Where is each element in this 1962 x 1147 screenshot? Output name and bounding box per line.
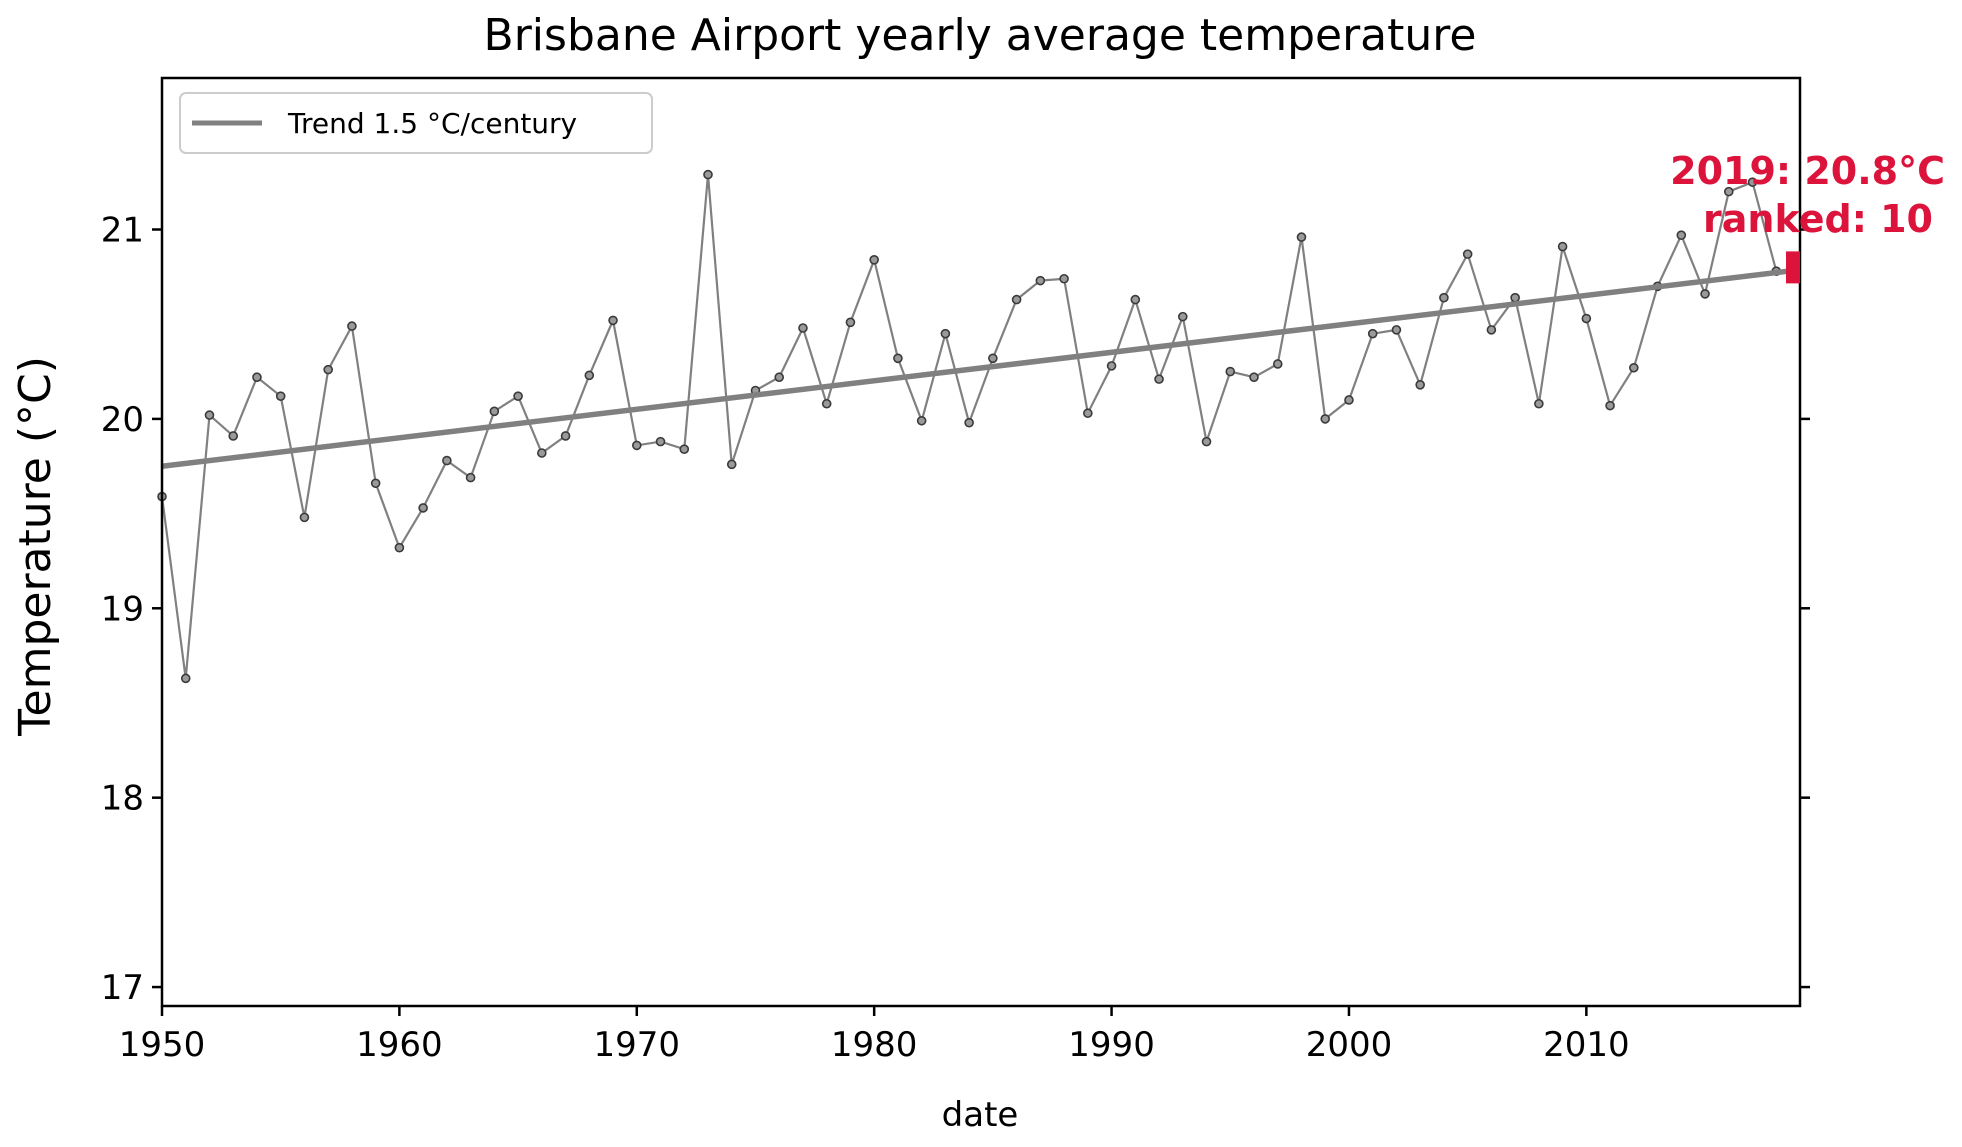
temperature-point [916, 415, 927, 426]
y-tick-label: 20 [101, 400, 144, 440]
annotation-marker [1786, 251, 1800, 284]
x-tick-label: 1990 [1068, 1025, 1155, 1065]
plot-area: 17 18 19 20 21 1950 1960 1970 1980 1990 2000 2010 [101, 76, 1810, 1065]
temperature-point [1486, 325, 1497, 335]
temperature-point [537, 448, 547, 458]
temperature-point [1059, 273, 1069, 284]
temperature-point [1296, 232, 1307, 242]
temperature-point [370, 478, 381, 489]
temperature-point [180, 673, 191, 684]
y-tick-label: 17 [101, 968, 144, 1008]
annotation-line1: 2019: 20.8°C [1670, 149, 1945, 193]
temperature-point [299, 512, 310, 523]
temperature-point [1581, 313, 1592, 324]
temperature-point [584, 370, 595, 381]
temperature-point [1154, 374, 1164, 384]
legend-box [179, 92, 653, 154]
temperature-point [1747, 177, 1758, 187]
x-axis-label: date [942, 1095, 1019, 1135]
temperature-point [1439, 292, 1449, 303]
temperature-point [489, 406, 500, 417]
temperature-point [1106, 361, 1117, 371]
temperature-point [893, 353, 903, 364]
temperature-point [442, 455, 452, 466]
x-tick-label: 1970 [594, 1025, 681, 1065]
temperature-point [1367, 328, 1378, 339]
temperature-point [1249, 372, 1259, 383]
temperature-point [703, 169, 713, 180]
temperature-point [726, 459, 737, 470]
temperature-point [252, 372, 262, 383]
temperature-point [988, 353, 998, 364]
temperature-point [655, 436, 666, 447]
temperature-point [1083, 408, 1093, 419]
temperature-point [394, 542, 405, 553]
temperature-point [228, 431, 239, 441]
y-tick-label: 18 [101, 779, 144, 819]
x-tick-label: 1980 [831, 1025, 918, 1065]
temperature-point [774, 372, 785, 383]
temperature-point [1676, 230, 1687, 240]
temperature-point [1201, 436, 1212, 447]
temperature-point [1035, 275, 1046, 286]
temperature-point [513, 391, 523, 401]
y-tick-label: 21 [101, 211, 144, 251]
y-axis-ticks: 17 18 19 20 21 [101, 211, 1810, 1008]
temperature-point [1177, 311, 1188, 322]
x-tick-label: 1960 [356, 1025, 443, 1065]
x-axis-ticks: 1950 1960 1970 1980 1990 2000 2010 [119, 1006, 1630, 1065]
temperature-point [1723, 186, 1734, 197]
temperature-point [1415, 380, 1425, 390]
temperature-point [418, 503, 428, 513]
temperature-point [845, 317, 856, 328]
legend-label-trend: Trend 1.5 °C/century [287, 107, 577, 140]
annotation-line2: ranked: 10 [1703, 197, 1933, 241]
temperature-point [1130, 294, 1141, 305]
trend-line [161, 268, 1789, 469]
temperature-point [821, 398, 832, 409]
temperature-point [608, 315, 618, 326]
x-tick-label: 2000 [1306, 1025, 1393, 1065]
temperature-point [1605, 400, 1615, 411]
y-axis-label: Temperature (°C) [10, 356, 61, 737]
temperature-point [323, 364, 333, 375]
annotation-2019: 2019: 20.8°C ranked: 10 [1670, 149, 1945, 284]
y-tick-label: 19 [101, 589, 144, 629]
temperature-point [1629, 362, 1639, 373]
temperature-point [1225, 366, 1236, 377]
legend: Trend 1.5 °C/century [179, 92, 653, 154]
temperature-point [1510, 292, 1520, 303]
temperature-point [869, 255, 879, 265]
temperature-point [1700, 289, 1710, 299]
x-tick-label: 1950 [119, 1025, 206, 1065]
temperature-point [1272, 359, 1283, 369]
series-layer [157, 169, 1789, 684]
temperature-point [798, 323, 808, 333]
temperature-point [204, 410, 215, 420]
chart-title: Brisbane Airport yearly average temperat… [484, 10, 1477, 61]
x-tick-label: 2010 [1543, 1025, 1630, 1065]
temperature-point [1557, 241, 1568, 252]
temperature-point [1011, 294, 1022, 305]
temperature-point [275, 391, 286, 401]
temperature-point [347, 321, 357, 331]
temperature-point [1462, 249, 1473, 259]
temperature-point [1391, 325, 1402, 335]
temperature-point [940, 328, 951, 339]
temperature-point [679, 444, 690, 455]
temperature-point [560, 431, 571, 441]
temperature-point [465, 472, 476, 483]
temperature-point [1320, 414, 1331, 424]
temperature-point [964, 417, 974, 428]
plot-frame [160, 76, 1802, 1008]
temperature-point [1534, 398, 1544, 409]
temperature-point [631, 440, 642, 451]
temperature-point [1344, 395, 1354, 405]
